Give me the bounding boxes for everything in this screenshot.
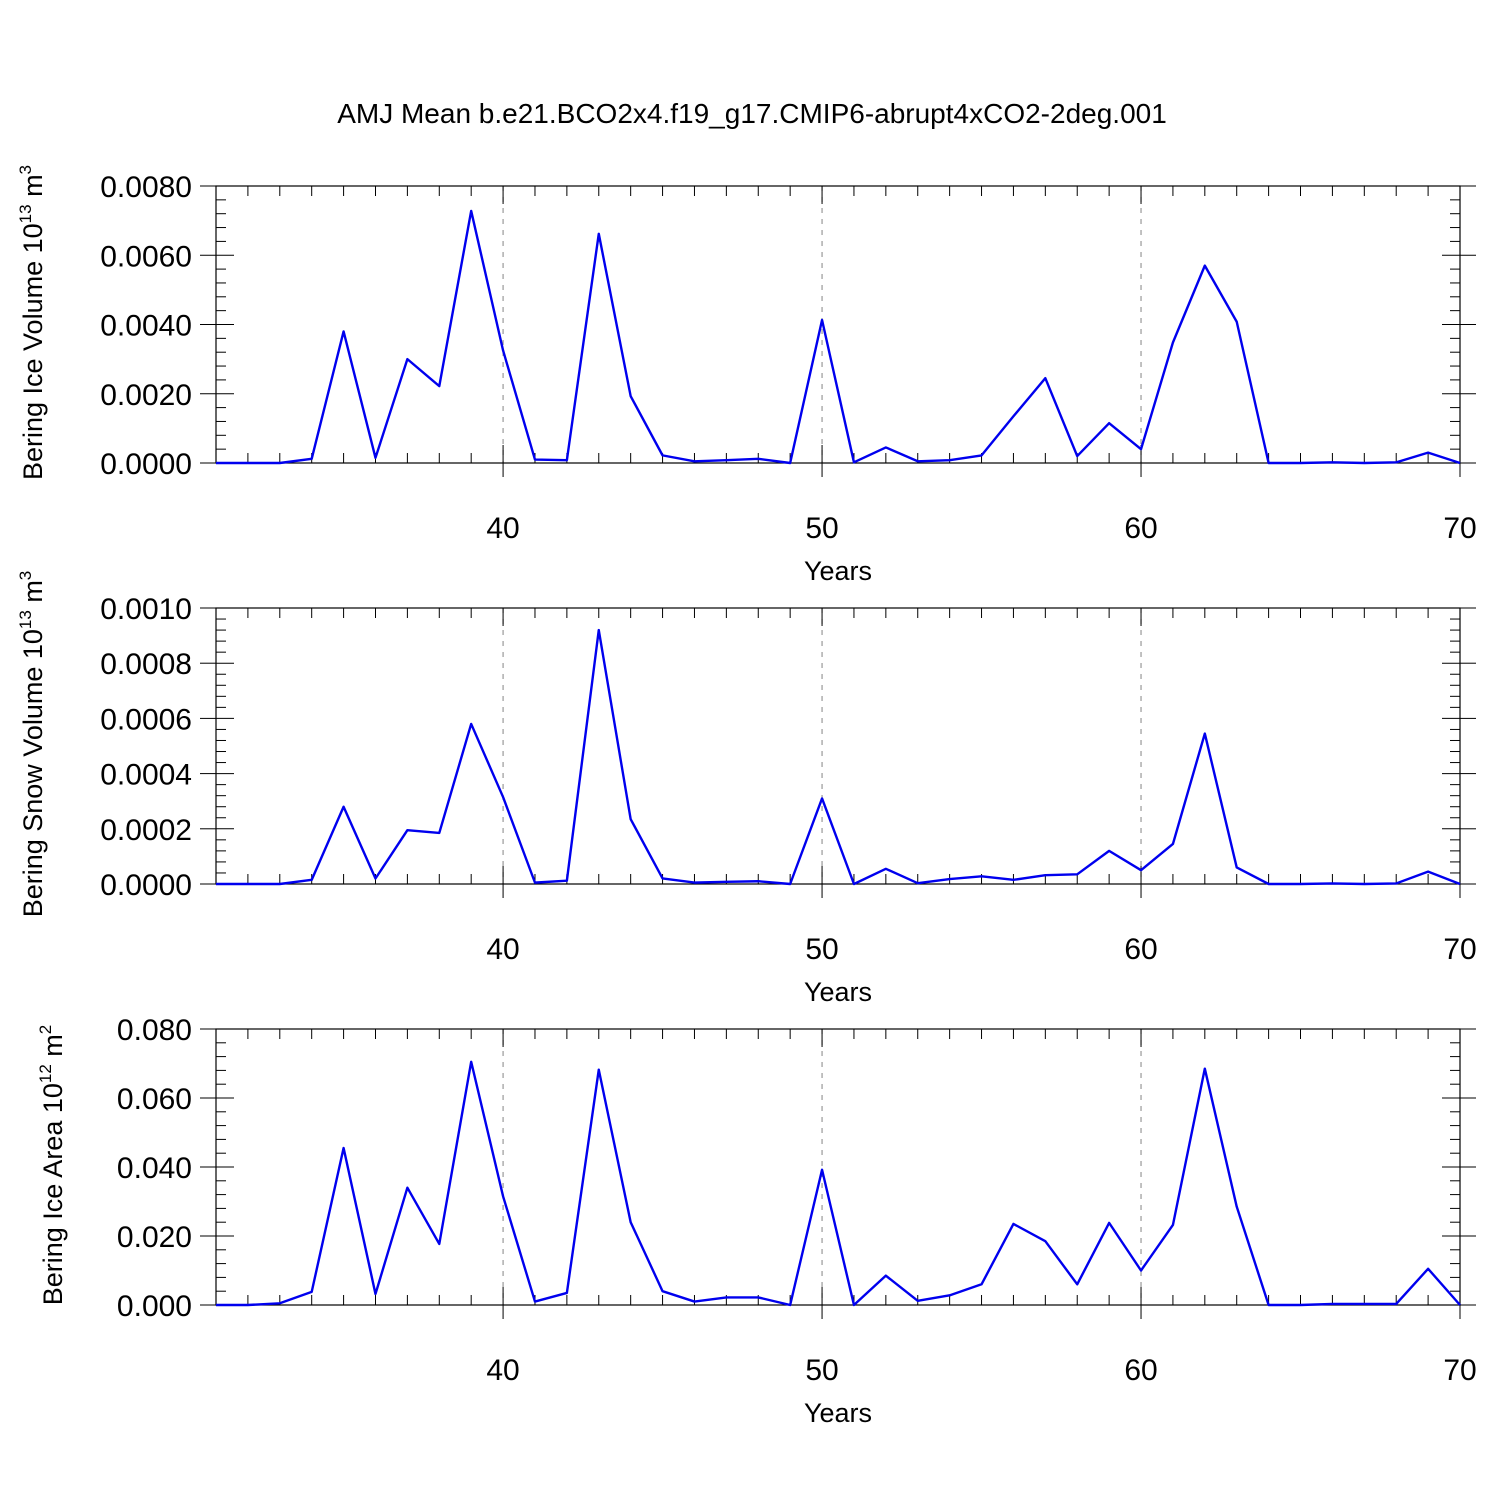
y-tick-label: 0.0010 xyxy=(100,593,192,626)
x-axis-label: Years xyxy=(804,556,872,586)
y-tick-label: 0.0040 xyxy=(100,310,192,343)
y-tick-label: 0.0006 xyxy=(100,703,192,736)
y-axis-label-superscript: 12 xyxy=(36,1064,55,1083)
y-tick-label: 0.0008 xyxy=(100,648,192,681)
x-tick-label: 40 xyxy=(486,512,519,545)
y-tick-label: 0.040 xyxy=(117,1152,192,1185)
y-tick-label: 0.0020 xyxy=(100,379,192,412)
x-tick-label: 50 xyxy=(805,512,838,545)
y-tick-label: 0.0004 xyxy=(100,759,192,792)
y-tick-label: 0.0000 xyxy=(100,869,192,902)
y-axis-label: Bering Ice Area 1012 m2 xyxy=(36,1025,68,1306)
y-tick-label: 0.0000 xyxy=(100,448,192,481)
figure-title: AMJ Mean b.e21.BCO2x4.f19_g17.CMIP6-abru… xyxy=(337,98,1167,129)
y-tick-label: 0.0060 xyxy=(100,240,192,273)
y-tick-label: 0.000 xyxy=(117,1290,192,1323)
y-axis-label-part: Bering Snow Volume 10 xyxy=(18,629,48,917)
panel-3: 40 50 60 70 0.000 0.020 0.040 0.060 0.080 Years Be… xyxy=(36,1014,1477,1428)
y-axis-label-part: Bering Ice Area 10 xyxy=(38,1083,68,1305)
x-tick-label: 70 xyxy=(1443,512,1476,545)
y-tick-label: 0.020 xyxy=(117,1221,192,1254)
y-tick-label: 0.060 xyxy=(117,1083,192,1116)
y-axis-label-part: m xyxy=(18,580,48,610)
x-axis-label: Years xyxy=(804,1398,872,1428)
x-tick-label: 60 xyxy=(1124,1354,1157,1387)
y-axis-label-superscript: 13 xyxy=(16,204,35,223)
y-tick-label: 0.0080 xyxy=(100,171,192,204)
x-axis-label: Years xyxy=(804,977,872,1007)
x-tick-label: 40 xyxy=(486,1354,519,1387)
x-tick-label: 60 xyxy=(1124,512,1157,545)
y-tick-label: 0.0002 xyxy=(100,814,192,847)
y-axis-label-part: Bering Ice Volume 10 xyxy=(18,223,48,480)
y-axis-label-superscript: 3 xyxy=(16,571,35,580)
panel-1: 40 50 60 70 0.0000 0.0020 0.0040 0.0060 0.0080 Ye… xyxy=(16,165,1477,586)
panel-2: 40 50 60 70 0.0000 0.0002 0.0004 0.0006 0.0008 0.… xyxy=(16,571,1477,1007)
y-axis-label-part: m xyxy=(18,174,48,204)
y-axis-label: Bering Ice Volume 1013 m3 xyxy=(16,165,48,480)
y-axis-label-superscript: 2 xyxy=(36,1025,55,1034)
y-axis-label-superscript: 3 xyxy=(16,165,35,174)
x-tick-label: 50 xyxy=(805,1354,838,1387)
y-axis-label-part: m xyxy=(38,1034,68,1064)
plot-frame xyxy=(215,607,1461,885)
x-tick-label: 60 xyxy=(1124,933,1157,966)
series-line-1 xyxy=(216,628,1461,886)
x-tick-label: 70 xyxy=(1443,933,1476,966)
y-axis-label-superscript: 13 xyxy=(16,610,35,629)
x-tick-label: 70 xyxy=(1443,1354,1476,1387)
series-line-1 xyxy=(216,209,1461,465)
series-line-1 xyxy=(216,1060,1461,1307)
x-tick-label: 50 xyxy=(805,933,838,966)
y-axis-label: Bering Snow Volume 1013 m3 xyxy=(16,571,48,918)
panels: 40 50 60 70 0.0000 0.0020 0.0040 0.0060 0.0080 Ye… xyxy=(16,165,1477,1428)
x-tick-label: 40 xyxy=(486,933,519,966)
y-tick-label: 0.080 xyxy=(117,1014,192,1047)
